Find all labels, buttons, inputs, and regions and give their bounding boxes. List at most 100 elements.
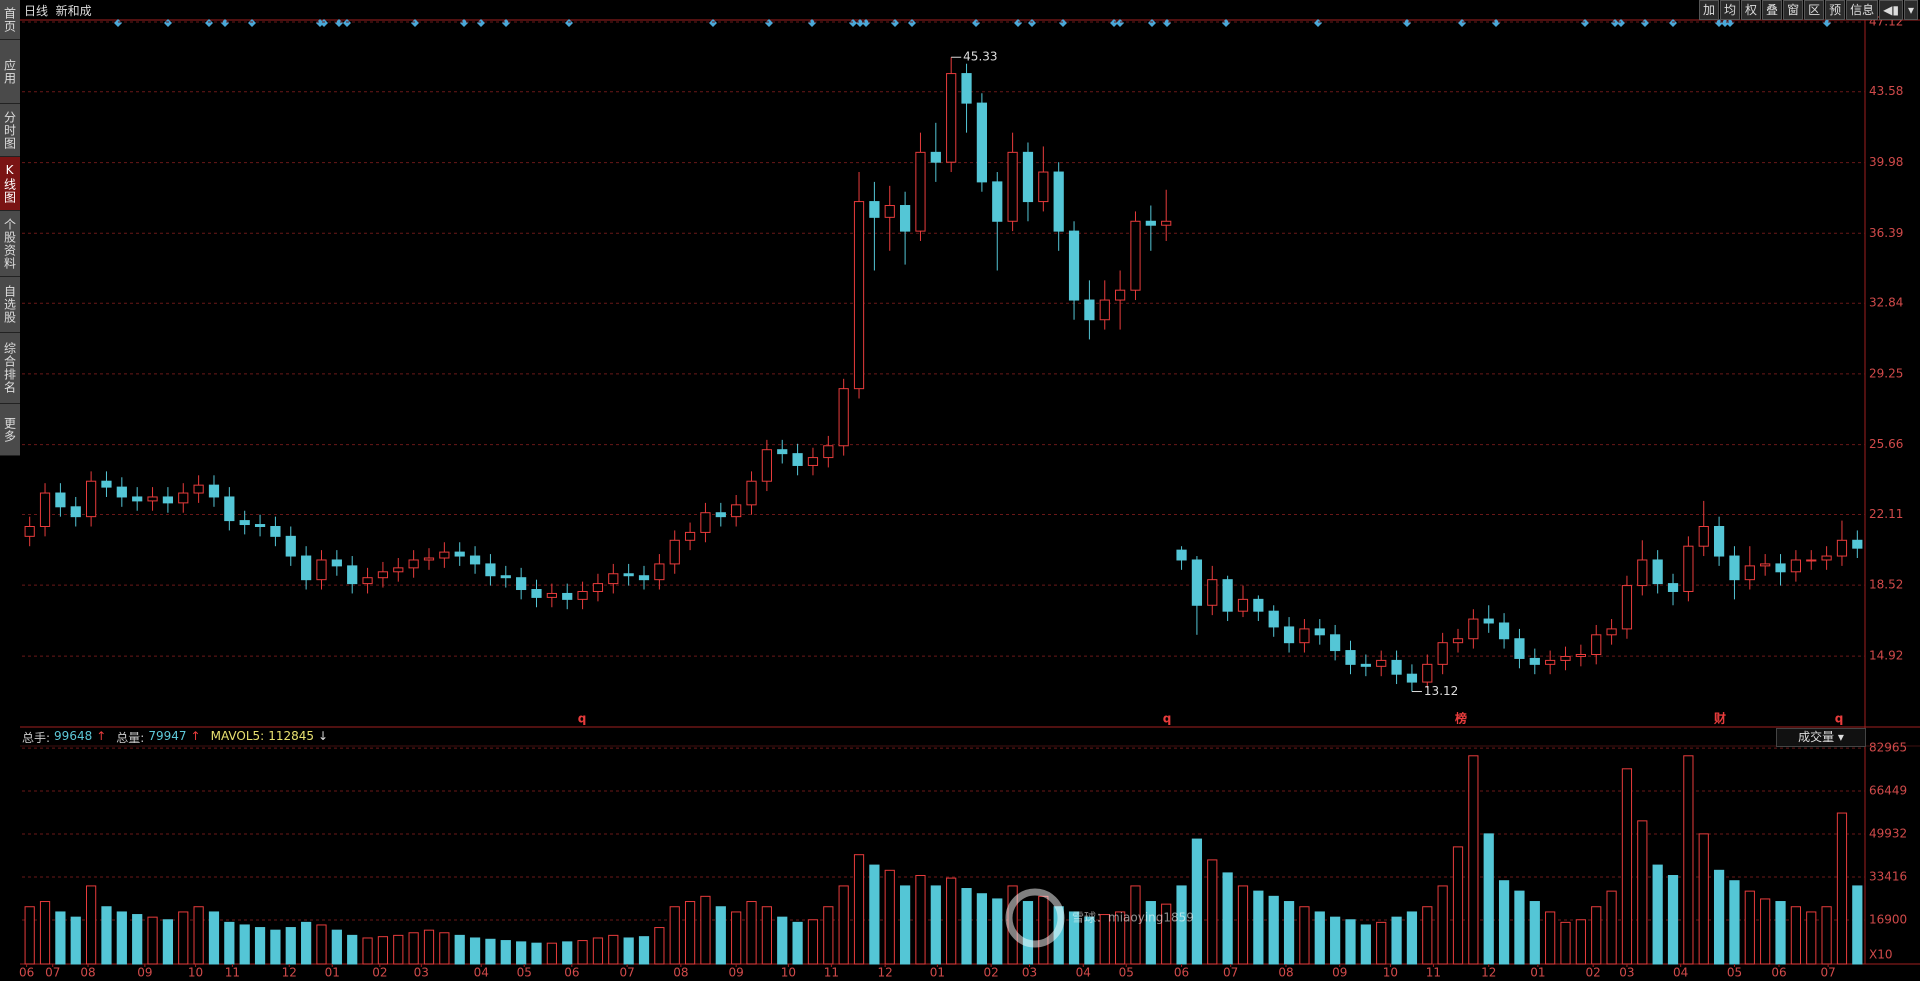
- tool[interactable]: 信息: [1846, 0, 1879, 20]
- candle-body: [1283, 626, 1295, 644]
- side-tab[interactable]: 应用: [0, 40, 20, 104]
- watermark: 雪球：miaoying1859: [1072, 911, 1194, 925]
- candle-body: [469, 555, 481, 565]
- event-marker: [1611, 19, 1619, 27]
- x-tick-label: 03: [414, 966, 429, 980]
- event-marker: [335, 19, 343, 27]
- volume-bar: [454, 934, 465, 965]
- x-tick-label: 12: [1481, 966, 1496, 980]
- candle-body: [439, 551, 450, 559]
- candle-body: [500, 575, 511, 579]
- volume-bar: [531, 942, 542, 965]
- y-tick-label: 14.92: [1869, 649, 1903, 663]
- x-tick-label: 03: [1022, 966, 1037, 980]
- side-tab[interactable]: 更多: [0, 404, 20, 456]
- candle-body: [654, 563, 665, 581]
- candle-body: [1698, 526, 1709, 547]
- candle-body: [777, 449, 788, 455]
- volume-bar: [1115, 911, 1126, 965]
- volume-bar: [1161, 903, 1172, 965]
- event-marker: [1116, 19, 1124, 27]
- tool-icon[interactable]: ▾: [1903, 0, 1918, 20]
- volume-bar: [1437, 885, 1448, 965]
- tool[interactable]: 权: [1741, 0, 1762, 20]
- event-marker: [1823, 19, 1831, 27]
- volume-bar: [853, 854, 865, 965]
- volume-bar: [132, 914, 143, 965]
- event-marker: [565, 19, 573, 27]
- x-tick-label: 10: [188, 966, 203, 980]
- candle-body: [577, 590, 588, 600]
- candle-body: [132, 496, 143, 502]
- tool[interactable]: 加: [1699, 0, 1720, 20]
- x-tick-label: 01: [325, 966, 340, 980]
- y-tick-label: 82965: [1869, 741, 1907, 755]
- candle-body: [592, 583, 604, 592]
- candle-body: [746, 480, 757, 506]
- event-marker: [411, 19, 419, 27]
- candle-body: [193, 484, 204, 494]
- volume-bar: [976, 893, 988, 965]
- candle-body: [1591, 634, 1602, 656]
- candle-body: [1161, 220, 1172, 226]
- header-arrow: ↑: [190, 729, 201, 743]
- x-tick-label: 05: [1119, 966, 1134, 980]
- candle-body: [285, 535, 296, 557]
- candle-body: [869, 201, 880, 218]
- x-tick-label: 02: [1586, 966, 1601, 980]
- side-tab[interactable]: 自选股: [0, 277, 20, 333]
- side-tab[interactable]: K线图: [0, 157, 20, 211]
- high-label: 45.33: [963, 50, 997, 64]
- candle-body: [1760, 563, 1771, 567]
- side-tab[interactable]: 首页: [0, 0, 20, 40]
- volume-bar: [915, 875, 926, 965]
- indicator-dropdown[interactable]: 成交量 ▾: [1776, 728, 1866, 747]
- candle-body: [1360, 663, 1371, 667]
- volume-bar: [1790, 906, 1801, 965]
- event-marker: [320, 19, 328, 27]
- volume-bar: [746, 901, 757, 965]
- side-tab[interactable]: 分时图: [0, 104, 20, 157]
- tool[interactable]: 叠: [1762, 0, 1783, 20]
- candle-body: [1775, 563, 1786, 573]
- volume-bar: [1022, 901, 1034, 965]
- x-tick-label: 04: [474, 966, 489, 980]
- volume-bar: [469, 937, 481, 965]
- event-marker: [1581, 19, 1589, 27]
- volume-bar: [1084, 916, 1095, 965]
- volume-bar: [1775, 901, 1786, 965]
- candle-body: [1099, 299, 1110, 321]
- tool[interactable]: 窗: [1783, 0, 1804, 20]
- volume-bar: [1237, 885, 1249, 965]
- candle-body: [1836, 539, 1848, 557]
- candle-body: [1606, 628, 1617, 636]
- candle-body: [1621, 585, 1633, 630]
- volume-bar: [792, 921, 803, 965]
- volume-bar: [1130, 885, 1141, 965]
- candle-body: [884, 205, 895, 218]
- candle-body: [24, 526, 35, 537]
- volume-bar: [961, 888, 972, 965]
- x-tick-label: 07: [619, 966, 634, 980]
- candle-body: [930, 151, 941, 163]
- tool[interactable]: 区: [1804, 0, 1825, 20]
- volume-bar: [423, 929, 435, 965]
- volume-bar: [1483, 833, 1494, 965]
- side-tab[interactable]: 个股资料: [0, 211, 20, 277]
- volume-bar: [1391, 916, 1402, 965]
- chart-marker: q: [578, 712, 587, 726]
- tool[interactable]: 均: [1720, 0, 1741, 20]
- volume-bar: [992, 898, 1003, 965]
- volume-bar: [1760, 898, 1771, 965]
- x-tick-label: 07: [1820, 966, 1835, 980]
- volume-bar: [1821, 906, 1832, 965]
- y-tick-label: 66449: [1869, 784, 1907, 798]
- event-marker: [221, 19, 229, 27]
- tool-icon[interactable]: ◀▮: [1879, 0, 1903, 20]
- side-tab[interactable]: 综合排名: [0, 333, 20, 404]
- tool[interactable]: 预: [1825, 0, 1846, 20]
- x-tick-label: 02: [983, 966, 998, 980]
- header-label: 总手:: [22, 731, 51, 745]
- candle-body: [208, 484, 220, 498]
- candle-body: [608, 573, 619, 585]
